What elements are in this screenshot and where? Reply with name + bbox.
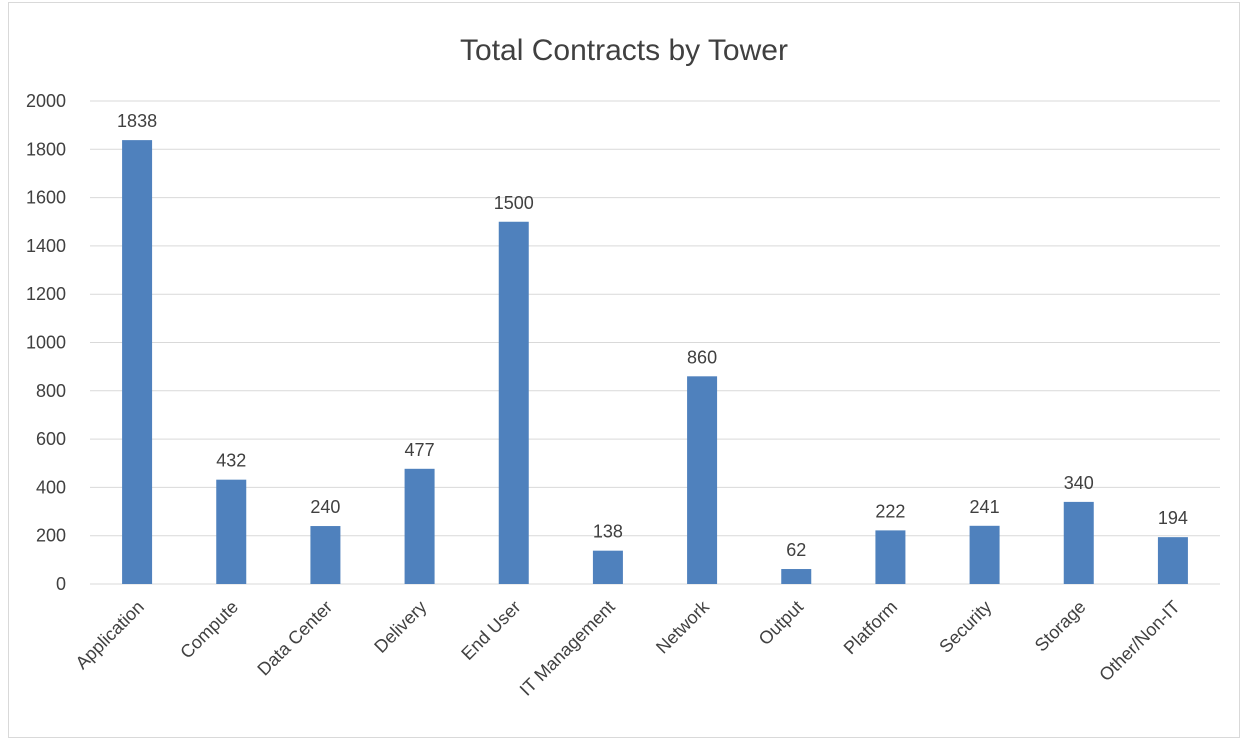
x-category-label: End User bbox=[457, 597, 524, 664]
data-label: 222 bbox=[875, 501, 905, 521]
y-tick-label: 200 bbox=[36, 526, 66, 546]
data-label: 1838 bbox=[117, 111, 157, 131]
gridlines bbox=[90, 100, 1220, 585]
bar bbox=[969, 525, 1000, 584]
data-label: 340 bbox=[1064, 473, 1094, 493]
bar bbox=[404, 468, 435, 584]
y-tick-label: 1600 bbox=[26, 188, 66, 208]
x-category-label: IT Management bbox=[516, 597, 619, 700]
x-category-label: Security bbox=[935, 597, 995, 657]
x-category-label: Other/Non-IT bbox=[1095, 597, 1183, 685]
bar bbox=[1157, 537, 1188, 584]
x-category-label: Platform bbox=[840, 597, 902, 659]
x-axis-categories: Application Compute Data Center Delivery End… bbox=[72, 596, 1184, 700]
data-label: 62 bbox=[786, 540, 806, 560]
x-category-label: Application bbox=[72, 597, 148, 673]
data-label: 860 bbox=[687, 347, 717, 367]
y-tick-label: 2000 bbox=[26, 91, 66, 111]
x-category-label: Data Center bbox=[253, 597, 336, 680]
bar bbox=[687, 376, 718, 584]
y-tick-label: 400 bbox=[36, 477, 66, 497]
chart-title: Total Contracts by Tower bbox=[460, 34, 788, 67]
data-label: 432 bbox=[216, 451, 246, 471]
data-label: 241 bbox=[970, 497, 1000, 517]
bar bbox=[781, 569, 812, 584]
bar bbox=[216, 479, 247, 584]
y-tick-label: 0 bbox=[56, 574, 66, 594]
bar bbox=[1063, 501, 1094, 584]
bar bbox=[122, 140, 153, 585]
y-tick-label: 800 bbox=[36, 381, 66, 401]
chart-frame bbox=[8, 2, 1240, 738]
bars bbox=[122, 140, 1188, 585]
x-category-label: Compute bbox=[176, 597, 242, 663]
bar bbox=[310, 526, 341, 584]
bar bbox=[592, 550, 623, 584]
bar bbox=[498, 221, 529, 584]
data-label: 1500 bbox=[494, 193, 534, 213]
x-category-label: Output bbox=[755, 597, 807, 649]
y-tick-label: 1200 bbox=[26, 284, 66, 304]
y-tick-label: 1000 bbox=[26, 333, 66, 353]
x-category-label: Storage bbox=[1031, 597, 1090, 656]
y-tick-label: 1800 bbox=[26, 139, 66, 159]
bar bbox=[875, 530, 906, 584]
y-tick-label: 1400 bbox=[26, 236, 66, 256]
data-label: 477 bbox=[405, 440, 435, 460]
y-axis-ticks: 0 200 400 600 800 1000 1200 1400 1600 1800 2000 bbox=[26, 91, 66, 594]
x-category-label: Network bbox=[652, 596, 714, 658]
data-labels: 1838 432 240 477 1500 138 860 62 222 241 340 194 bbox=[117, 111, 1188, 560]
data-label: 240 bbox=[310, 497, 340, 517]
data-label: 194 bbox=[1158, 508, 1188, 528]
y-tick-label: 600 bbox=[36, 429, 66, 449]
x-category-label: Delivery bbox=[370, 597, 430, 657]
data-label: 138 bbox=[593, 522, 623, 542]
